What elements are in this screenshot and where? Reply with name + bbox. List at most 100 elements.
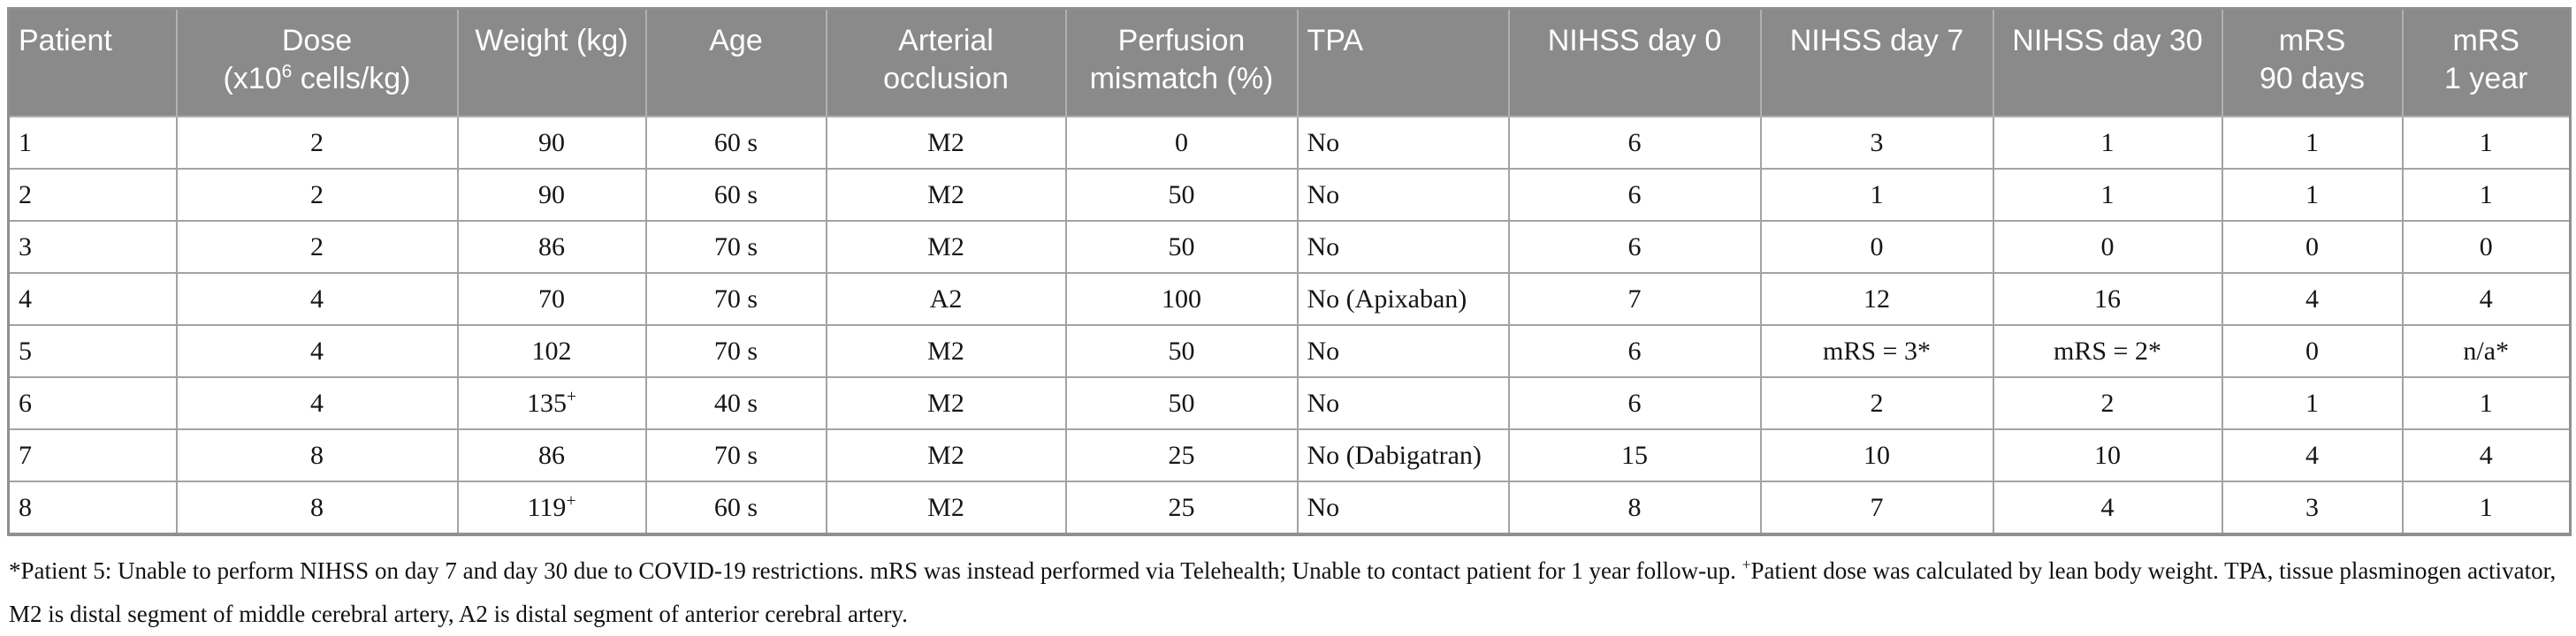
cell-value: 135: [527, 388, 567, 418]
cell-arterial-occlusion: A2: [825, 272, 1067, 326]
table-header: Patient Dose (x106 cells/kg) Weight (kg) Age…: [7, 7, 2572, 117]
cell-dose: 2: [175, 220, 459, 274]
table-row: 2 2 90 60 s M2 50 No 6 1 1 1 1: [7, 168, 2572, 222]
cell-nihss-day-7: 10: [1759, 428, 1994, 482]
cell-weight: 119+: [456, 481, 647, 535]
table-row: 7 8 86 70 s M2 25 No (Dabigatran) 15 10 10 4 4: [7, 428, 2572, 482]
cell-mrs-90-days: 4: [2221, 272, 2404, 326]
header-line: mRS: [2278, 24, 2346, 57]
cell-arterial-occlusion: M2: [825, 168, 1067, 222]
cell-weight: 135+: [456, 376, 647, 430]
cell-tpa: No: [1296, 324, 1510, 378]
cell-nihss-day-7: 7: [1759, 481, 1994, 535]
cell-arterial-occlusion: M2: [825, 220, 1067, 274]
cell-mrs-1-year: 1: [2401, 376, 2572, 430]
header-row: Patient Dose (x106 cells/kg) Weight (kg) Age…: [7, 7, 2572, 117]
header-cell-nihss-day-7: NIHSS day 7: [1759, 7, 1994, 117]
table-row: 3 2 86 70 s M2 50 No 6 0 0 0 0: [7, 220, 2572, 274]
cell-mrs-90-days: 1: [2221, 376, 2404, 430]
cell-mrs-1-year: 1: [2401, 116, 2572, 170]
cell-age: 70 s: [644, 428, 827, 482]
header-cell-patient: Patient: [7, 7, 178, 117]
cell-nihss-day-0: 6: [1507, 168, 1762, 222]
cell-mrs-90-days: 1: [2221, 116, 2404, 170]
cell-tpa: No (Dabigatran): [1296, 428, 1510, 482]
cell-mrs-1-year: 1: [2401, 481, 2572, 535]
cell-weight: 90: [456, 168, 647, 222]
header-line: mRS: [2452, 24, 2520, 57]
cell-tpa: No: [1296, 168, 1510, 222]
cell-arterial-occlusion: M2: [825, 324, 1067, 378]
cell-tpa: No: [1296, 116, 1510, 170]
cell-mrs-1-year: 0: [2401, 220, 2572, 274]
cell-mrs-90-days: 3: [2221, 481, 2404, 535]
cell-nihss-day-30: 16: [1992, 272, 2223, 326]
cell-weight: 86: [456, 220, 647, 274]
header-line: Dose: [281, 24, 353, 57]
header-cell-tpa: TPA: [1296, 7, 1510, 117]
cell-perfusion-mismatch: 50: [1064, 220, 1299, 274]
cell-nihss-day-7: 12: [1759, 272, 1994, 326]
cell-arterial-occlusion: M2: [825, 376, 1067, 430]
cell-patient: 4: [7, 272, 178, 326]
cell-dose: 4: [175, 272, 459, 326]
footnote-text-segment: Patient dose was calculated by lean body…: [9, 557, 2557, 627]
table-row: 5 4 102 70 s M2 50 No 6 mRS = 3* mRS = 2* 0 n/a*: [7, 324, 2572, 378]
cell-perfusion-mismatch: 50: [1064, 324, 1299, 378]
cell-dose: 8: [175, 428, 459, 482]
cell-age: 60 s: [644, 116, 827, 170]
cell-perfusion-mismatch: 50: [1064, 168, 1299, 222]
cell-nihss-day-7: 0: [1759, 220, 1994, 274]
cell-age: 70 s: [644, 272, 827, 326]
header-cell-dose: Dose (x106 cells/kg): [175, 7, 459, 117]
cell-dose: 4: [175, 376, 459, 430]
table-body: 1 2 90 60 s M2 0 No 6 3 1 1 1 2 2 90 60 s M2 50 No 6 1 1 1 1 3 2 8…: [7, 116, 2572, 535]
cell-dose: 2: [175, 168, 459, 222]
cell-mrs-90-days: 0: [2221, 324, 2404, 378]
cell-age: 70 s: [644, 220, 827, 274]
header-line: mismatch (%): [1089, 62, 1274, 95]
cell-dose: 4: [175, 324, 459, 378]
cell-nihss-day-30: 10: [1992, 428, 2223, 482]
cell-dose: 2: [175, 116, 459, 170]
header-cell-mrs-1-year: mRS 1 year: [2401, 7, 2572, 117]
superscript: +: [566, 491, 576, 511]
cell-perfusion-mismatch: 100: [1064, 272, 1299, 326]
cell-mrs-1-year: 4: [2401, 428, 2572, 482]
superscript: +: [567, 387, 576, 406]
header-text-segment: cells/kg): [292, 62, 411, 95]
header-line: TPA: [1307, 24, 1364, 57]
table-row: 1 2 90 60 s M2 0 No 6 3 1 1 1: [7, 116, 2572, 170]
header-cell-perfusion-mismatch: Perfusion mismatch (%): [1064, 7, 1299, 117]
cell-nihss-day-0: 6: [1507, 376, 1762, 430]
header-cell-weight: Weight (kg): [456, 7, 647, 117]
header-cell-mrs-90-days: mRS 90 days: [2221, 7, 2404, 117]
header-line: Arterial: [898, 24, 994, 57]
header-cell-nihss-day-30: NIHSS day 30: [1992, 7, 2223, 117]
cell-tpa: No (Apixaban): [1296, 272, 1510, 326]
footnote-text-segment: *Patient 5: Unable to perform NIHSS on d…: [9, 557, 1742, 584]
cell-tpa: No: [1296, 481, 1510, 535]
header-line: 90 days: [2259, 62, 2366, 95]
cell-arterial-occlusion: M2: [825, 428, 1067, 482]
table-row: 8 8 119+ 60 s M2 25 No 8 7 4 3 1: [7, 481, 2572, 535]
header-cell-nihss-day-0: NIHSS day 0: [1507, 7, 1762, 117]
cell-age: 60 s: [644, 481, 827, 535]
cell-nihss-day-7: mRS = 3*: [1759, 324, 1994, 378]
cell-nihss-day-30: mRS = 2*: [1992, 324, 2223, 378]
cell-nihss-day-0: 6: [1507, 116, 1762, 170]
cell-nihss-day-7: 2: [1759, 376, 1994, 430]
header-line: Age: [709, 24, 763, 57]
header-text-segment: (x10: [223, 62, 282, 95]
cell-patient: 5: [7, 324, 178, 378]
cell-tpa: No: [1296, 220, 1510, 274]
cell-value: 119: [527, 492, 567, 522]
cell-perfusion-mismatch: 0: [1064, 116, 1299, 170]
cell-nihss-day-0: 15: [1507, 428, 1762, 482]
header-cell-age: Age: [644, 7, 827, 117]
cell-nihss-day-0: 7: [1507, 272, 1762, 326]
cell-mrs-90-days: 4: [2221, 428, 2404, 482]
cell-age: 70 s: [644, 324, 827, 378]
cell-nihss-day-30: 2: [1992, 376, 2223, 430]
cell-nihss-day-30: 1: [1992, 116, 2223, 170]
